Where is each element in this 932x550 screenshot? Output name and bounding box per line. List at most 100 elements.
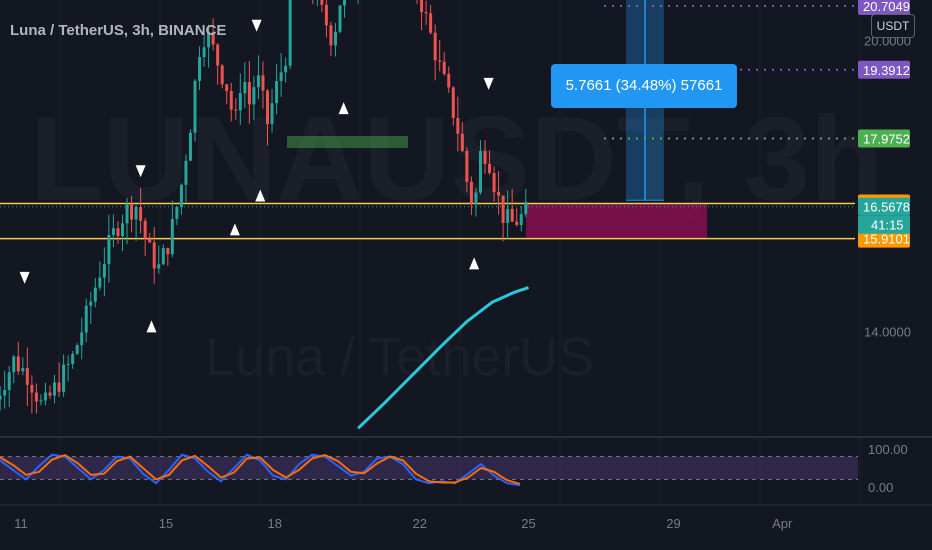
candle-body (451, 87, 455, 119)
candle-body (152, 242, 156, 269)
candle-body (21, 367, 25, 372)
price-label: 16.5678 (858, 197, 910, 216)
candle-body (288, 0, 292, 66)
candle-body (261, 75, 265, 91)
time-tick: 25 (521, 516, 535, 531)
candle-body (483, 150, 487, 164)
candle-body (184, 160, 188, 185)
candle-body (207, 32, 211, 48)
candle-body (497, 192, 501, 196)
candle-body (284, 65, 288, 73)
measure-label: 5.7661 (34.48%) 57661 (551, 64, 737, 108)
candle-body (89, 301, 93, 306)
candle-body (125, 203, 129, 224)
candle-body (474, 192, 478, 204)
countdown-text: 41:15 (871, 218, 904, 233)
candle-body (139, 206, 143, 221)
candle-body (266, 90, 269, 125)
candle-body (3, 389, 7, 396)
currency-button[interactable]: USDT (871, 14, 915, 38)
price-pane (0, 0, 855, 430)
candle-body (157, 264, 161, 269)
candle-body (424, 12, 428, 14)
candle-body (102, 264, 106, 278)
candle-body (71, 353, 75, 364)
candle-body (252, 87, 256, 105)
candle-body (16, 356, 20, 372)
chart-title: Luna / TetherUS, 3h, BINANCE (10, 22, 227, 39)
candle-body (175, 206, 179, 219)
candle-body (234, 109, 238, 111)
candle-body (324, 4, 328, 26)
candle-body (442, 61, 446, 74)
candle-body (225, 84, 229, 92)
candle-body (420, 0, 424, 13)
candle-body (229, 91, 233, 110)
candle-body (329, 25, 333, 46)
candle-body (478, 150, 482, 193)
price-label-text: 17.9752 (863, 131, 910, 146)
candles (0, 0, 528, 414)
price-label-text: 16.5678 (863, 200, 910, 215)
candle-body (166, 248, 170, 255)
candle-body (107, 235, 111, 265)
projection-zone (526, 203, 707, 239)
candle-body (279, 72, 283, 82)
price-label-text: 19.3912 (863, 63, 910, 78)
candle-body (519, 214, 523, 225)
oscillator-tick: 0.00 (868, 480, 893, 495)
candle-body (12, 356, 16, 373)
price-label-bg (858, 229, 910, 248)
candle-body (492, 172, 496, 193)
candle-body (93, 287, 97, 302)
candle-body (510, 208, 514, 222)
candle-body (220, 65, 224, 85)
candle-body (48, 392, 52, 396)
candle-body (80, 332, 84, 346)
candle-body (130, 203, 134, 220)
candle-body (433, 32, 437, 61)
price-label-text: 20.7049 (863, 0, 910, 14)
candle-body (238, 93, 242, 111)
pivot-low-marker (255, 189, 266, 202)
candle-body (275, 81, 279, 104)
candle-body (75, 345, 79, 354)
candle-body (333, 31, 337, 46)
pivot-low-marker (469, 257, 480, 270)
pivot-high-marker (251, 19, 262, 32)
candle-body (188, 132, 192, 161)
candle-body (320, 0, 324, 5)
candle-body (198, 57, 202, 81)
oscillator-band (0, 456, 858, 480)
candle-body (66, 363, 70, 365)
time-tick: 29 (666, 516, 680, 531)
pivot-low-marker (146, 320, 157, 333)
oscillator-pane: 0.00 100.00 (0, 442, 908, 495)
candle-body (216, 44, 220, 66)
candle-body (270, 103, 274, 125)
time-tick: 11 (14, 516, 28, 531)
candle-body (57, 382, 61, 392)
pivot-high-marker (19, 271, 30, 284)
candle-body (111, 228, 115, 236)
candle-body (62, 364, 66, 392)
candle-body (0, 395, 2, 400)
pivot-high-marker (135, 165, 146, 178)
price-label-text: 15.9101 (863, 232, 910, 247)
stoch-d-line (0, 453, 521, 485)
time-tick: Apr (772, 516, 793, 531)
candle-body (161, 248, 165, 265)
candle-body (170, 218, 174, 255)
watermark-symbol: LUNAUSDT, 3h (30, 92, 883, 226)
candle-body (501, 195, 505, 223)
time-tick: 18 (268, 516, 282, 531)
candle-body (460, 133, 464, 151)
candle-body (7, 372, 11, 390)
time-tick: 15 (159, 516, 173, 531)
price-label: 19.3912 (858, 60, 910, 79)
candle-body (148, 238, 152, 243)
pivot-markers (19, 19, 494, 333)
candle-body (524, 201, 528, 215)
